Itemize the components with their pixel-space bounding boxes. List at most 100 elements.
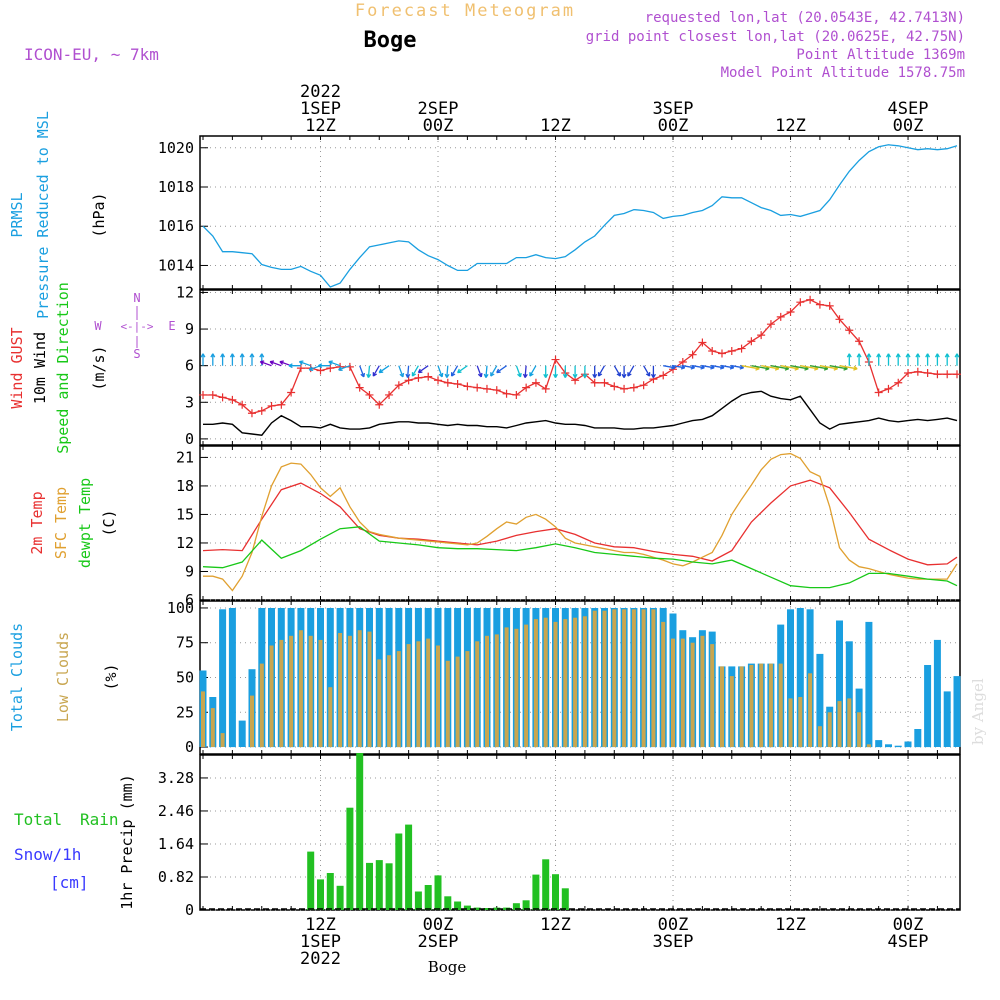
low-cloud-bar bbox=[778, 663, 783, 748]
gust-marker bbox=[414, 373, 423, 382]
bottom-time-label: 1SEP bbox=[300, 932, 341, 952]
low-cloud-bar bbox=[631, 609, 636, 747]
wind-direction-arrow bbox=[490, 365, 498, 377]
gust-marker bbox=[365, 390, 374, 399]
snow-unit-label: [cm] bbox=[50, 873, 89, 892]
low-cloud-bar bbox=[475, 641, 480, 747]
low-cloud-bar bbox=[367, 631, 372, 747]
low-cloud-bar bbox=[308, 635, 313, 748]
precip-bar bbox=[454, 901, 462, 910]
gust-marker bbox=[766, 320, 775, 329]
gust-marker bbox=[551, 355, 560, 364]
bottom-time-label: 00Z bbox=[658, 915, 689, 935]
top-time-label: 1SEP bbox=[300, 99, 341, 119]
data-marks bbox=[199, 144, 961, 910]
wind-direction-arrow bbox=[476, 365, 483, 378]
gust-marker bbox=[296, 364, 305, 373]
low-cloud-bar bbox=[602, 610, 607, 747]
top-time-label: 00Z bbox=[658, 116, 689, 136]
low-cloud-bar bbox=[289, 635, 294, 748]
pressure-reduced-label: Pressure Reduced to MSL bbox=[34, 111, 52, 319]
low-cloud-bar bbox=[533, 619, 538, 748]
total-cloud-bar bbox=[904, 741, 912, 748]
pressure-unit: (hPa) bbox=[90, 192, 108, 237]
wind-direction-arrow bbox=[650, 365, 656, 379]
total-cloud-bar bbox=[796, 608, 804, 748]
low-cloud-bar bbox=[543, 617, 548, 748]
y-tick-label: 6 bbox=[185, 357, 194, 375]
gust-marker bbox=[884, 384, 893, 393]
y-tick-label: 0 bbox=[185, 738, 194, 756]
gust-marker bbox=[453, 379, 462, 388]
pressure-panel-labels: PRMSL Pressure Reduced to MSL (hPa) bbox=[8, 111, 108, 319]
compass-south: S bbox=[133, 347, 140, 361]
gust-marker bbox=[737, 344, 746, 353]
low-cloud-bar bbox=[612, 609, 617, 747]
gust-marker bbox=[522, 383, 531, 392]
temperature-panel-labels: 2m Temp SFC Temp dewpt Temp (C) bbox=[28, 478, 118, 568]
precip-unit: 1hr Precip (mm) bbox=[118, 774, 136, 909]
precip-bar bbox=[483, 908, 491, 910]
panel-frame-temp bbox=[199, 445, 961, 601]
wind-direction-arrow bbox=[944, 353, 950, 366]
chart-title: Forecast Meteogram bbox=[355, 1, 575, 21]
low-cloud-bar bbox=[847, 698, 852, 748]
gust-marker bbox=[199, 390, 207, 399]
y-tick-label: 3 bbox=[185, 393, 194, 411]
low-cloud-bar bbox=[318, 639, 323, 747]
point-altitude: Point Altitude 1369m bbox=[796, 47, 965, 63]
low-cloud-bar bbox=[739, 666, 744, 748]
wind-direction-arrow bbox=[317, 363, 331, 369]
total-label: Total bbox=[14, 810, 62, 829]
gust-marker bbox=[825, 301, 834, 310]
wind-direction-arrow bbox=[543, 365, 549, 379]
gust-marker bbox=[287, 388, 296, 397]
y-tick-label: 12 bbox=[176, 534, 194, 552]
panel-frame-pressure bbox=[199, 135, 961, 290]
low-cloud-bar bbox=[788, 698, 793, 748]
gust-marker bbox=[806, 295, 815, 304]
y-tick-label: 0 bbox=[185, 901, 194, 919]
total-cloud-bar bbox=[933, 639, 941, 747]
wind-direction-arrow bbox=[643, 365, 651, 377]
wind-direction-arrow bbox=[411, 365, 419, 377]
gust-marker bbox=[776, 312, 785, 321]
gust-marker bbox=[894, 378, 903, 387]
wind-gust-label: Wind GUST bbox=[8, 327, 26, 408]
low-cloud-bar bbox=[817, 726, 822, 748]
bottom-time-label: 2022 bbox=[300, 949, 341, 969]
low-cloud-bar bbox=[426, 638, 431, 748]
y-tick-label: 1016 bbox=[158, 217, 194, 235]
wind-direction-arrow bbox=[398, 365, 405, 378]
top-time-label: 4SEP bbox=[888, 99, 929, 119]
top-time-label: 12Z bbox=[775, 116, 806, 136]
wind-direction-arrow bbox=[288, 363, 301, 369]
temp-unit: (C) bbox=[100, 509, 118, 536]
dewpt-temp-label: dewpt Temp bbox=[76, 478, 94, 568]
gust-marker bbox=[639, 381, 648, 390]
wind-direction-arrow bbox=[885, 353, 891, 366]
gust-marker bbox=[443, 378, 452, 387]
low-clouds-label: Low Clouds bbox=[54, 632, 72, 722]
low-cloud-bar bbox=[592, 610, 597, 747]
wind-direction-arrow bbox=[582, 365, 588, 379]
gust-marker bbox=[512, 390, 521, 399]
total-cloud-bar bbox=[219, 609, 227, 747]
wind-direction-arrow bbox=[450, 365, 459, 377]
wind-direction-arrow bbox=[298, 360, 311, 367]
low-cloud-bar bbox=[661, 621, 666, 748]
low-cloud-bar bbox=[582, 616, 587, 747]
gust-marker bbox=[727, 347, 736, 356]
wind-direction-arrow bbox=[437, 365, 444, 378]
wind-direction-arrow bbox=[372, 365, 380, 377]
wind-direction-arrow bbox=[359, 365, 366, 378]
gust-marker bbox=[277, 400, 286, 409]
top-time-label: 12Z bbox=[305, 116, 336, 136]
gust-marker bbox=[698, 338, 707, 347]
bottom-time-label: 12Z bbox=[540, 915, 571, 935]
gust-marker bbox=[385, 390, 394, 399]
wind-direction-arrow bbox=[663, 364, 676, 370]
temp-2m-label: 2m Temp bbox=[28, 491, 46, 554]
precip-bar bbox=[532, 874, 540, 910]
wind-direction-arrow bbox=[229, 353, 235, 366]
